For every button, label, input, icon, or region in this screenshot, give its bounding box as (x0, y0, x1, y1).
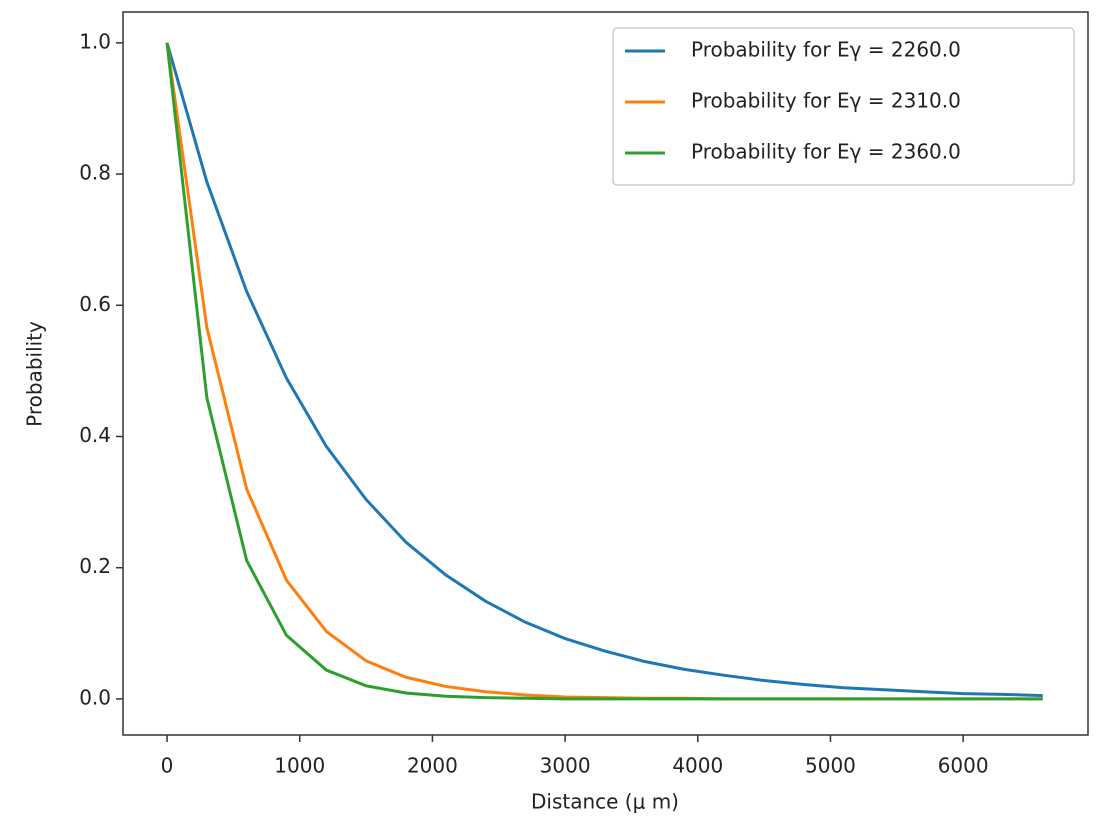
y-tick-label: 0.2 (79, 554, 111, 578)
y-tick-label: 1.0 (79, 29, 111, 53)
x-tick-label: 2000 (407, 754, 458, 778)
x-tick-label: 5000 (805, 754, 856, 778)
legend-label: Probability for Eγ = 2310.0 (691, 89, 961, 113)
x-tick-label: 1000 (274, 754, 325, 778)
plot-frame (122, 11, 1089, 736)
x-tick-label: 3000 (540, 754, 591, 778)
legend-label: Probability for Eγ = 2260.0 (691, 38, 961, 62)
legend-label: Probability for Eγ = 2360.0 (691, 140, 961, 164)
x-tick-label: 4000 (672, 754, 723, 778)
y-tick-label: 0.4 (79, 423, 111, 447)
y-tick-label: 0.6 (79, 292, 111, 316)
series-line (165, 42, 1043, 698)
series-line (165, 42, 1043, 701)
y-tick-label: 0.0 (79, 685, 111, 709)
x-axis-label: Distance (μ m) (531, 790, 679, 814)
y-tick-label: 0.8 (79, 161, 111, 185)
y-axis-label: Probability (23, 321, 47, 427)
legend: Probability for Eγ = 2260.0 Probability f… (612, 27, 1075, 186)
x-tick-label: 6000 (938, 754, 989, 778)
legend-box (612, 27, 1075, 186)
x-tick-label: 0 (161, 754, 174, 778)
